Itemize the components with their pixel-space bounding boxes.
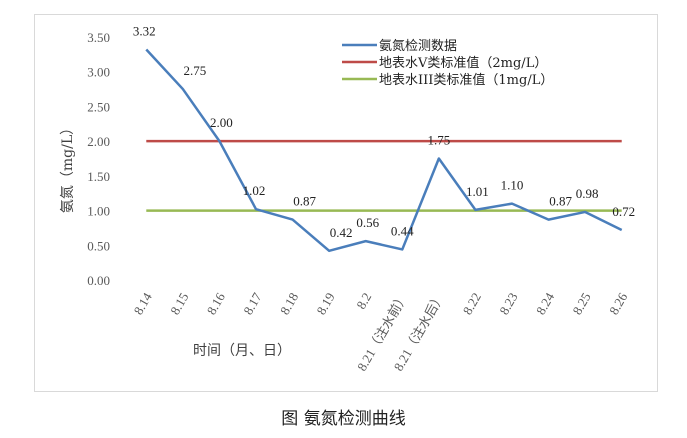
y-tick-label: 2.50	[87, 99, 110, 114]
data-label: 0.87	[293, 194, 316, 209]
x-tick-label: 8.15	[167, 290, 191, 317]
data-label: 0.98	[576, 186, 599, 201]
y-tick-label: 1.00	[87, 204, 110, 219]
y-axis-label: 氨氮（mg/L）	[60, 121, 76, 213]
data-label: 0.44	[391, 223, 414, 238]
x-tick-label: 8.22	[460, 290, 484, 317]
x-tick-label: 8.26	[606, 290, 631, 318]
x-tick-label: 8.23	[496, 290, 520, 317]
data-label: 1.75	[427, 133, 450, 148]
x-tick-label: 8.24	[533, 290, 558, 318]
legend-label-2: 地表水III类标准值（1mg/L）	[379, 72, 553, 88]
data-label: 0.42	[330, 225, 353, 240]
y-tick-label: 0.00	[87, 273, 110, 288]
y-tick-label: 3.00	[87, 65, 110, 80]
figure-caption: 图 氨氮检测曲线	[281, 409, 406, 429]
y-tick-label: 3.50	[87, 30, 110, 45]
data-label: 0.56	[356, 215, 379, 230]
data-label: 2.00	[210, 115, 233, 130]
series-line-0	[145, 48, 623, 253]
data-label: 0.87	[549, 194, 572, 209]
x-tick-label: 8.2	[353, 290, 374, 312]
data-label: 1.02	[243, 183, 266, 198]
data-label: 2.75	[183, 63, 206, 78]
legend-label-0: 氨氮检测数据	[379, 39, 457, 54]
y-tick-label: 1.50	[87, 169, 110, 184]
y-tick-label: 2.00	[87, 134, 110, 149]
x-axis-label: 时间（月、日）	[193, 343, 291, 359]
y-tick-label: 0.50	[87, 238, 110, 253]
x-tick-label: 8.17	[240, 290, 265, 318]
legend-label-1: 地表水V类标准值（2mg/L）	[379, 55, 547, 71]
data-label: 1.10	[501, 178, 524, 193]
x-tick-label: 8.19	[313, 290, 337, 317]
x-tick-label: 8.16	[204, 290, 229, 318]
data-label: 1.01	[466, 184, 489, 199]
chart-frame	[34, 14, 658, 392]
x-tick-label: 8.14	[131, 290, 156, 318]
data-label: 3.32	[133, 23, 156, 38]
data-label: 0.72	[612, 204, 635, 219]
line-chart: 0.00 0.50 1.00 1.50 2.00 2.50 3.00 3.50 氨氮（mg/L）…	[60, 23, 635, 373]
x-tick-label: 8.25	[569, 290, 593, 317]
x-tick-label: 8.18	[277, 290, 301, 317]
